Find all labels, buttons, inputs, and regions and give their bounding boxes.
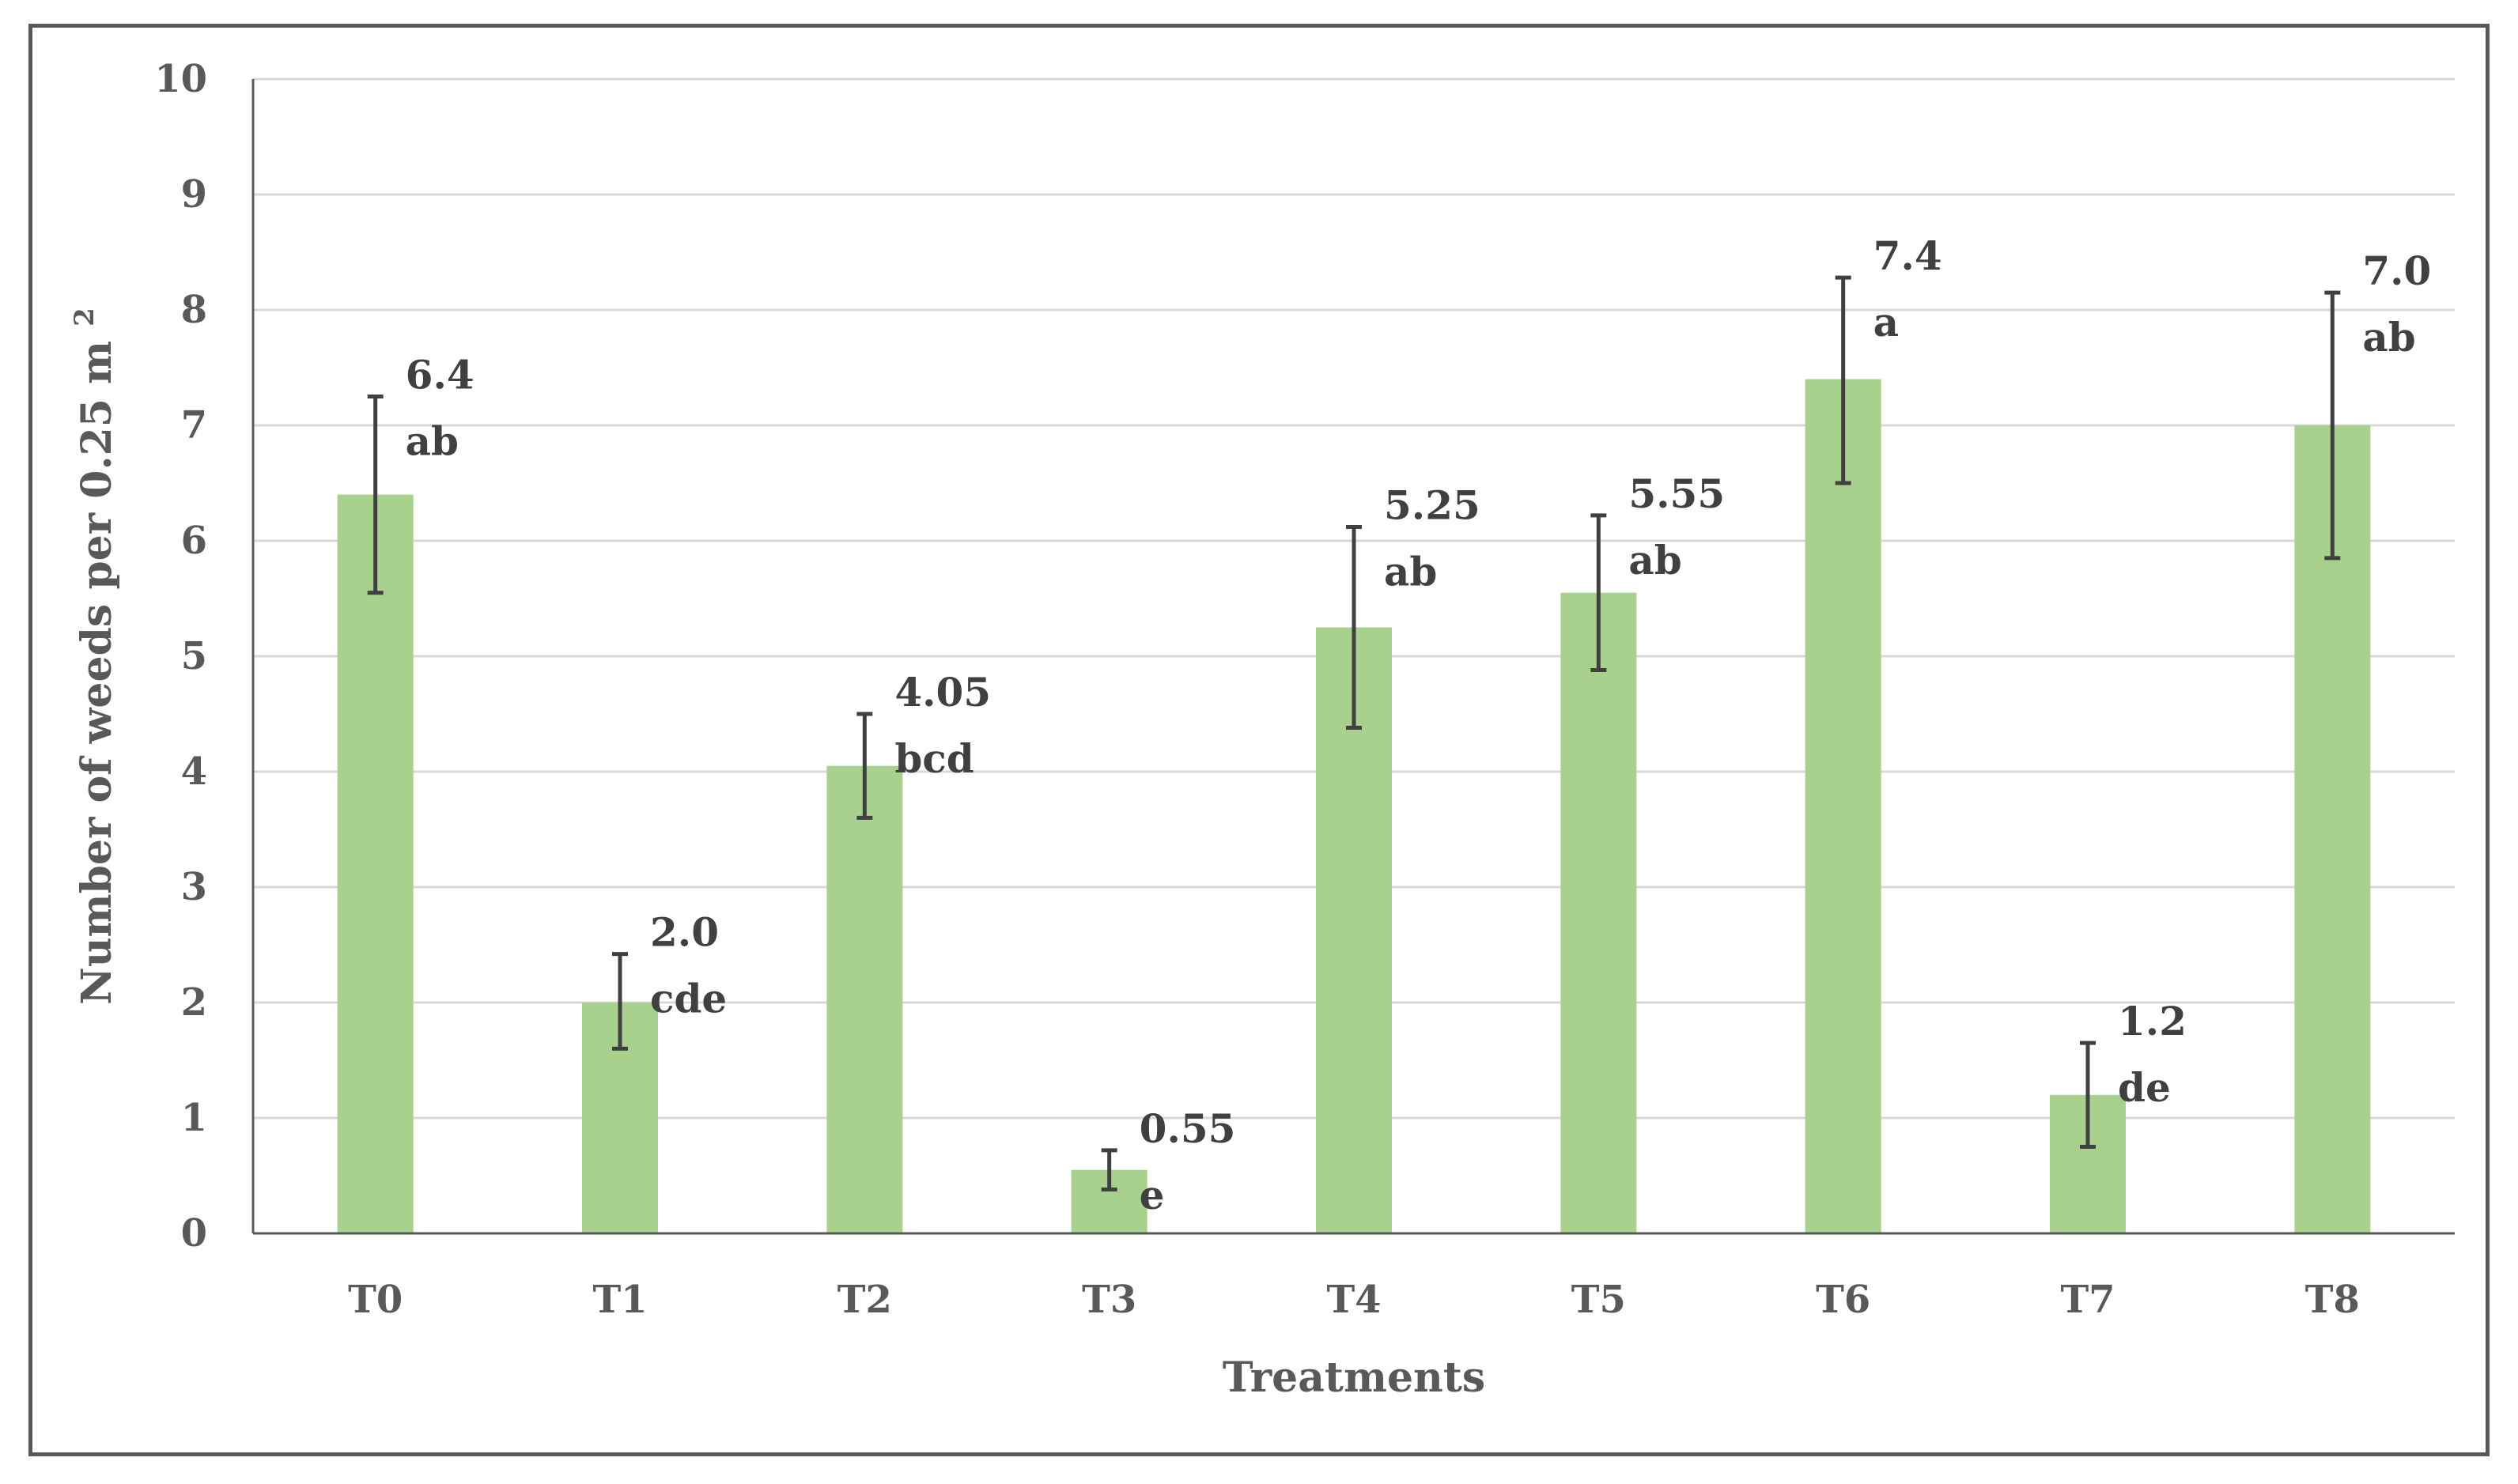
x-tick-T8: T8	[2305, 1278, 2360, 1322]
x-tick-T5: T5	[1571, 1278, 1626, 1322]
letter-label-T3: e	[1140, 1172, 1165, 1218]
letter-label-T8: ab	[2362, 314, 2415, 361]
y-tick-1: 1	[181, 1096, 207, 1140]
letter-label-T6: a	[1873, 299, 1899, 346]
x-tick-T6: T6	[1816, 1278, 1870, 1322]
y-tick-8: 8	[181, 288, 207, 332]
error-bar-T5	[1590, 513, 1607, 673]
value-label-T6: 7.4	[1873, 232, 1942, 279]
bar-T5	[1560, 592, 1637, 1233]
value-label-T2: 4.05	[894, 669, 991, 716]
value-label-T3: 0.55	[1140, 1105, 1236, 1152]
bar-T0	[337, 494, 414, 1233]
y-tick-7: 7	[181, 403, 207, 447]
y-tick-0: 0	[181, 1211, 207, 1256]
value-label-T8: 7.0	[2362, 247, 2431, 294]
bars	[337, 379, 2371, 1234]
error-bar-T2	[856, 712, 873, 820]
letter-label-T1: cde	[650, 976, 727, 1022]
x-tick-T1: T1	[592, 1278, 647, 1322]
letter-label-T2: bcd	[894, 735, 974, 782]
y-axis-title-superscript: 2	[69, 308, 100, 327]
error-bar-T6	[1835, 275, 1851, 485]
error-bar-T4	[1346, 524, 1362, 731]
x-axis-title: Treatments	[1223, 1354, 1485, 1402]
letter-label-T7: de	[2118, 1064, 2171, 1111]
bar-T6	[1805, 379, 1881, 1234]
y-tick-10: 10	[154, 57, 207, 101]
error-bar-T3	[1101, 1148, 1117, 1192]
letter-label-T5: ab	[1628, 537, 1681, 583]
y-tick-4: 4	[181, 750, 207, 794]
x-tick-T7: T7	[2060, 1278, 2115, 1322]
x-tick-labels: T0 T1 T2 T3 T4 T5 T6 T7 T8	[348, 1278, 2360, 1322]
error-bar-T1	[612, 952, 628, 1051]
error-bar-T7	[2080, 1040, 2096, 1149]
bar-T2	[826, 765, 903, 1233]
value-label-T4: 5.25	[1384, 481, 1480, 528]
x-tick-T2: T2	[837, 1278, 892, 1322]
y-tick-5: 5	[181, 634, 207, 678]
letter-label-T4: ab	[1384, 548, 1437, 595]
y-tick-2: 2	[181, 980, 207, 1025]
value-label-T5: 5.55	[1628, 470, 1725, 517]
y-tick-3: 3	[181, 865, 207, 909]
letter-label-T0: ab	[406, 418, 459, 465]
x-tick-T0: T0	[348, 1278, 403, 1322]
x-tick-T4: T4	[1326, 1278, 1381, 1322]
y-tick-labels: 0 1 2 3 4 5 6 7 8 9 10	[154, 57, 207, 1256]
error-bar-T0	[367, 395, 384, 595]
y-axis-title: Number of weeds per 0.25 m 2	[69, 308, 121, 1005]
data-labels: 6.4 ab 2.0 cde 4.05 bcd 0.55 e 5.25 ab 5.55 ab 7.4 a 1…	[406, 232, 2432, 1218]
y-tick-6: 6	[181, 519, 207, 563]
y-tick-9: 9	[181, 172, 207, 217]
value-label-T0: 6.4	[406, 352, 474, 398]
value-label-T7: 1.2	[2118, 998, 2187, 1044]
error-bar-T8	[2324, 290, 2341, 561]
x-tick-T3: T3	[1082, 1278, 1136, 1322]
value-label-T1: 2.0	[650, 909, 719, 956]
error-bars	[367, 275, 2341, 1192]
